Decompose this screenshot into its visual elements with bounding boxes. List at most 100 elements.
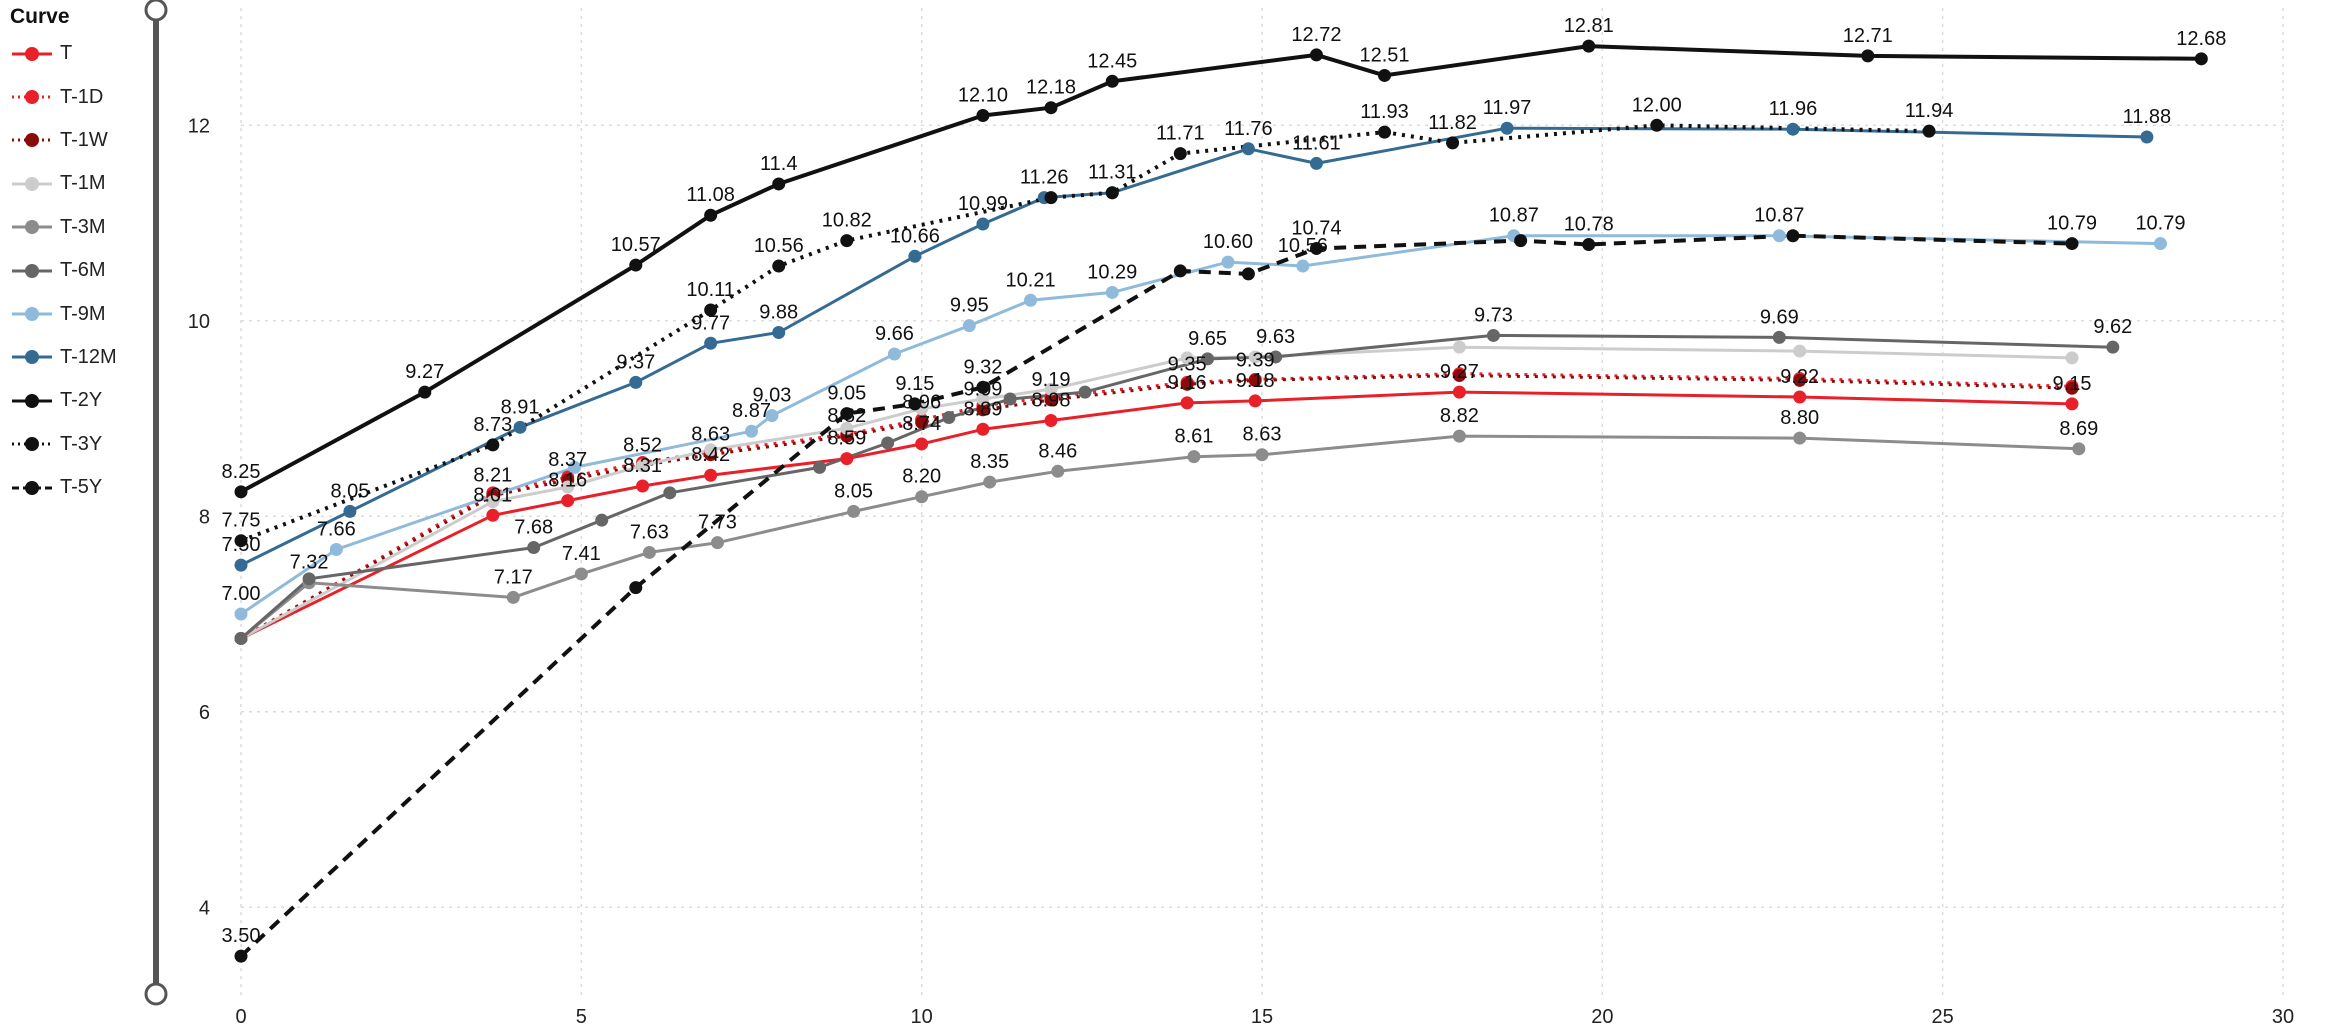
data-point-t-3m[interactable]	[1187, 450, 1201, 464]
data-point-t-1m[interactable]	[1180, 351, 1194, 365]
slider-handle-top[interactable]	[144, 0, 168, 22]
data-point-t-1m[interactable]	[976, 392, 990, 406]
data-point-t-12m[interactable]	[908, 249, 922, 263]
data-point-t-1w[interactable]	[2065, 381, 2079, 395]
data-point-t-12m[interactable]	[1500, 121, 1514, 135]
data-point-t-3y[interactable]	[704, 303, 718, 317]
data-point-t-2y[interactable]	[1378, 68, 1392, 82]
data-point-t-1m[interactable]	[2065, 351, 2079, 365]
data-point-t[interactable]	[1248, 394, 1262, 408]
series-line-t-1m[interactable]	[240, 345, 2073, 640]
range-slider[interactable]	[136, 0, 176, 1010]
data-point-t-1w[interactable]	[1044, 393, 1058, 407]
data-point-t-9m[interactable]	[329, 543, 343, 557]
data-point-t-2y[interactable]	[234, 485, 248, 499]
data-point-t-1m[interactable]	[1044, 382, 1058, 396]
data-point-t-9m[interactable]	[568, 460, 582, 474]
data-point-t-2y[interactable]	[418, 385, 432, 399]
data-point-t[interactable]	[486, 508, 500, 522]
data-point-t-3m[interactable]	[1255, 448, 1269, 462]
data-point-t-12m[interactable]	[1786, 122, 1800, 136]
data-point-t-12m[interactable]	[772, 326, 786, 340]
data-point-t-9m[interactable]	[887, 347, 901, 361]
legend-item-t-1m[interactable]: T-1M	[10, 162, 150, 205]
data-point-t-5y[interactable]	[1582, 238, 1596, 252]
data-point-t-12m[interactable]	[234, 558, 248, 572]
legend-item-t-3m[interactable]: T-3M	[10, 206, 150, 249]
data-point-t[interactable]	[1452, 385, 1466, 399]
data-point-t-1w[interactable]	[915, 415, 929, 429]
data-point-t-12m[interactable]	[513, 420, 527, 434]
data-point-t-6m[interactable]	[942, 411, 956, 425]
data-point-t-6m[interactable]	[881, 436, 895, 450]
data-point-t-2y[interactable]	[1861, 49, 1875, 63]
data-point-t[interactable]	[704, 468, 718, 482]
data-point-t-6m[interactable]	[527, 541, 541, 555]
data-point-t-1m[interactable]	[486, 495, 500, 509]
data-point-t[interactable]	[2065, 397, 2079, 411]
data-point-t-5y[interactable]	[908, 397, 922, 411]
series-line-t-5y[interactable]	[239, 233, 2073, 958]
data-point-t-3y[interactable]	[1105, 186, 1119, 200]
legend-item-t-3y[interactable]: T-3Y	[10, 423, 150, 466]
data-point-t-3y[interactable]	[234, 534, 248, 548]
data-point-t-3y[interactable]	[772, 259, 786, 273]
data-point-t-1w[interactable]	[1452, 369, 1466, 383]
data-point-t-3y[interactable]	[1650, 118, 1664, 132]
data-point-t-2y[interactable]	[2194, 52, 2208, 66]
data-point-t-6m[interactable]	[1201, 352, 1215, 366]
legend-item-t-2y[interactable]: T-2Y	[10, 379, 150, 422]
data-point-t-3m[interactable]	[506, 590, 520, 604]
data-point-t-6m[interactable]	[813, 460, 827, 474]
data-point-t-9m[interactable]	[234, 607, 248, 621]
data-point-t-6m[interactable]	[1772, 330, 1786, 344]
legend-item-t-5y[interactable]: T-5Y	[10, 466, 150, 509]
data-point-t-3y[interactable]	[840, 234, 854, 248]
data-point-t-3y[interactable]	[1922, 124, 1936, 138]
data-point-t-5y[interactable]	[234, 949, 248, 963]
data-point-t-3m[interactable]	[1452, 429, 1466, 443]
data-point-t-12m[interactable]	[976, 217, 990, 231]
data-point-t-5y[interactable]	[2065, 237, 2079, 251]
data-point-t-9m[interactable]	[2153, 237, 2167, 251]
data-point-t-3m[interactable]	[983, 475, 997, 489]
data-point-t-6m[interactable]	[1269, 350, 1283, 364]
data-point-t[interactable]	[976, 422, 990, 436]
data-point-t-12m[interactable]	[1309, 156, 1323, 170]
data-point-t-2y[interactable]	[1044, 101, 1058, 115]
data-point-t-1w[interactable]	[976, 403, 990, 417]
data-point-t-6m[interactable]	[2106, 340, 2120, 354]
series-line-t[interactable]	[240, 390, 2073, 640]
data-point-t-6m[interactable]	[302, 572, 316, 586]
data-point-t-1m[interactable]	[1793, 344, 1807, 358]
data-point-t-3m[interactable]	[710, 536, 724, 550]
data-point-t-2y[interactable]	[1105, 74, 1119, 88]
data-point-t-3y[interactable]	[1173, 147, 1187, 161]
legend-item-t-12m[interactable]: T-12M	[10, 336, 150, 379]
data-point-t[interactable]	[1044, 413, 1058, 427]
data-point-t-3y[interactable]	[1446, 136, 1460, 150]
data-point-t-3m[interactable]	[642, 545, 656, 559]
data-point-t-9m[interactable]	[745, 424, 758, 438]
data-point-t-6m[interactable]	[1078, 385, 1092, 399]
data-point-t-1w[interactable]	[1180, 377, 1194, 391]
data-point-t-3y[interactable]	[486, 438, 500, 452]
data-point-t-9m[interactable]	[1772, 229, 1786, 243]
data-point-t-2y[interactable]	[704, 208, 718, 222]
data-point-t-5y[interactable]	[1786, 229, 1800, 243]
data-point-t[interactable]	[561, 494, 575, 508]
data-point-t-12m[interactable]	[629, 375, 643, 389]
data-point-t-6m[interactable]	[663, 486, 677, 500]
data-point-t-1m[interactable]	[636, 458, 650, 472]
series-line-t-3y[interactable]	[240, 123, 1930, 543]
data-point-t-3m[interactable]	[1051, 464, 1065, 478]
data-point-t-9m[interactable]	[1024, 293, 1038, 307]
legend-item-t-1d[interactable]: T-1D	[10, 75, 150, 118]
data-point-t-3m[interactable]	[915, 490, 929, 504]
data-point-t-5y[interactable]	[1241, 267, 1255, 281]
data-point-t-2y[interactable]	[976, 109, 990, 123]
data-point-t-12m[interactable]	[343, 504, 357, 518]
data-point-t-1m[interactable]	[704, 443, 718, 457]
data-point-t[interactable]	[840, 452, 854, 466]
data-point-t-3m[interactable]	[574, 567, 588, 581]
